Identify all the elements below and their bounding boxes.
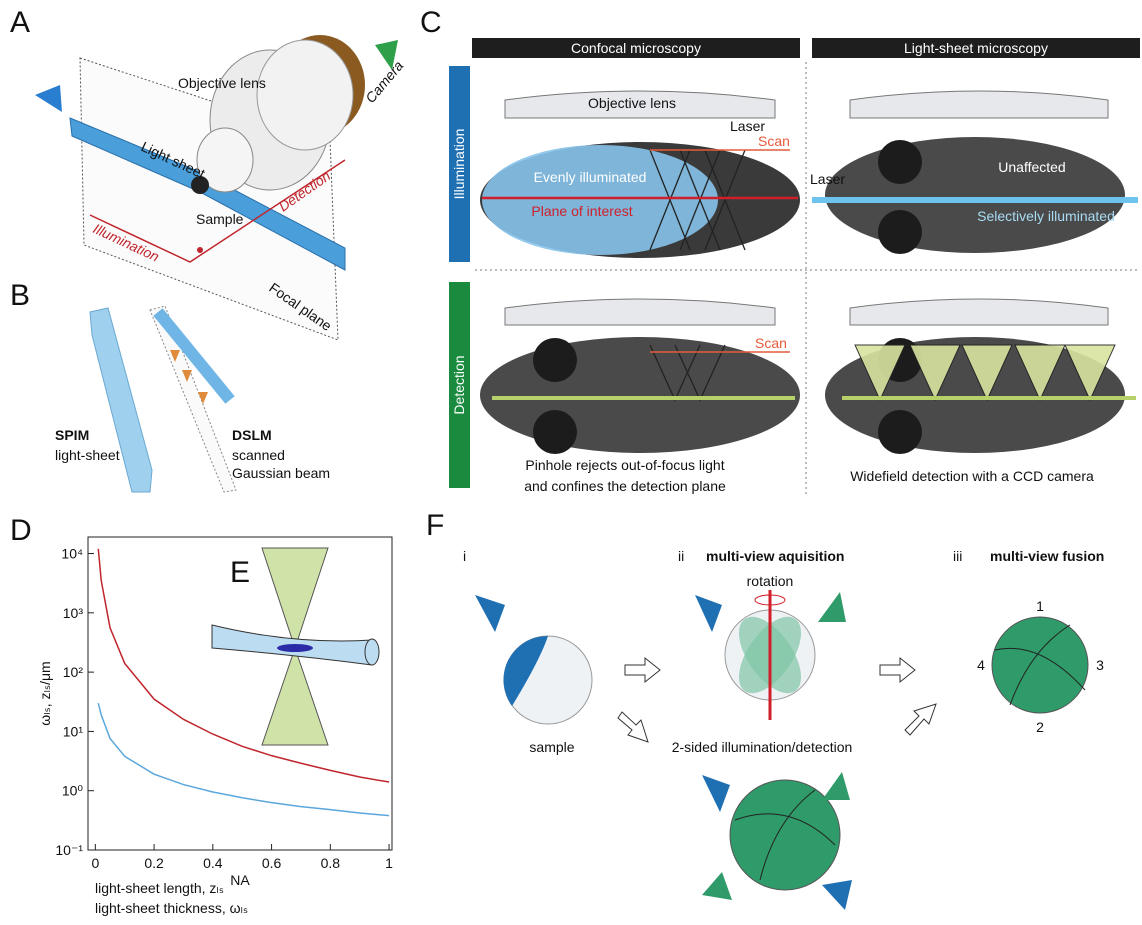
x-tick-label: 1 — [385, 855, 393, 871]
row-label: Illumination — [451, 129, 467, 200]
row-label: Detection — [451, 355, 467, 414]
y-tick-label: 10⁰ — [62, 783, 84, 799]
panel-label: B — [10, 279, 30, 312]
label: light-sheet — [55, 447, 120, 463]
panel-c: Confocal microscopy Light-sheet microsco… — [420, 6, 1140, 495]
legend-entry: light-sheet thickness, ωₗₛ — [95, 900, 248, 916]
panel-label: F — [426, 509, 444, 542]
illumination-cone — [35, 85, 62, 112]
label: DSLM — [232, 427, 272, 443]
page: A Objective lens Camera Light sheet Samp… — [0, 0, 1142, 920]
figure: A Objective lens Camera Light sheet Samp… — [0, 0, 1142, 920]
panel-label: A — [10, 6, 30, 39]
label: Scan — [755, 335, 787, 351]
label: multi-view fusion — [990, 548, 1104, 564]
label: Plane of interest — [531, 203, 632, 219]
spim-sheet — [90, 308, 152, 492]
y-tick-label: 10⁻¹ — [55, 842, 83, 858]
label: Objective lens — [178, 75, 266, 91]
header: Light-sheet microscopy — [904, 40, 1048, 56]
label: Camera — [362, 57, 406, 106]
label: scanned — [232, 447, 285, 463]
objective-top — [257, 40, 353, 150]
label: Laser — [810, 171, 845, 187]
x-tick-label: 0.8 — [321, 855, 341, 871]
x-tick-label: 0.2 — [144, 855, 164, 871]
chart: 0 0.2 0.4 0.6 0.8 1 10⁻¹ 10⁰ 10¹ 10² 10³ 10⁴ D NA ωₗₛ,… — [10, 514, 393, 916]
label: i — [463, 548, 466, 564]
header: Confocal microscopy — [571, 40, 701, 56]
label: Evenly illuminated — [534, 169, 647, 185]
label: ii — [678, 548, 684, 564]
label: Objective lens — [588, 95, 676, 111]
sphere — [992, 617, 1088, 713]
label: Pinhole rejects out-of-focus light — [525, 457, 724, 473]
label: Selectively illuminated — [977, 208, 1115, 224]
label: 4 — [977, 657, 985, 673]
panel-e: E — [212, 548, 379, 745]
label: Unaffected — [998, 159, 1065, 175]
panel-a: A Objective lens Camera Light sheet Samp… — [10, 6, 406, 340]
waist — [277, 644, 313, 652]
label: Sample — [196, 211, 244, 227]
label: sample — [529, 739, 574, 755]
right-angle-dot — [197, 247, 203, 253]
panel-label: C — [420, 6, 442, 39]
y-axis-label: ωₗₛ, zₗₛ/μm — [37, 661, 53, 725]
label: Scan — [758, 133, 790, 149]
y-tick-label: 10¹ — [63, 723, 84, 739]
x-tick-label: 0.4 — [203, 855, 223, 871]
x-axis-label: NA — [230, 872, 250, 888]
y-tick-label: 10² — [63, 664, 84, 680]
label: Widefield detection with a CCD camera — [850, 468, 1094, 484]
label: 2-sided illumination/detection — [672, 739, 853, 755]
label: Laser — [730, 118, 765, 134]
panel-label: E — [230, 556, 250, 589]
beam-end — [365, 639, 379, 665]
label: rotation — [747, 573, 794, 589]
label: 3 — [1096, 657, 1104, 673]
panel-label: D — [10, 514, 32, 547]
label: 1 — [1036, 598, 1044, 614]
y-tick-label: 10³ — [63, 605, 84, 621]
y-tick-label: 10⁴ — [61, 546, 83, 562]
legend-entry: light-sheet length, zₗₛ — [95, 880, 224, 896]
x-tick-label: 0.6 — [262, 855, 282, 871]
panel-f: F i ii multi-view aquisition iii multi-v… — [426, 509, 1104, 910]
series-line — [98, 703, 389, 816]
label: 2 — [1036, 719, 1044, 735]
label: and confines the detection plane — [524, 478, 726, 494]
label: iii — [953, 548, 962, 564]
label: SPIM — [55, 427, 89, 443]
label: Gaussian beam — [232, 465, 330, 481]
label: multi-view aquisition — [706, 548, 844, 564]
x-tick-label: 0 — [91, 855, 99, 871]
